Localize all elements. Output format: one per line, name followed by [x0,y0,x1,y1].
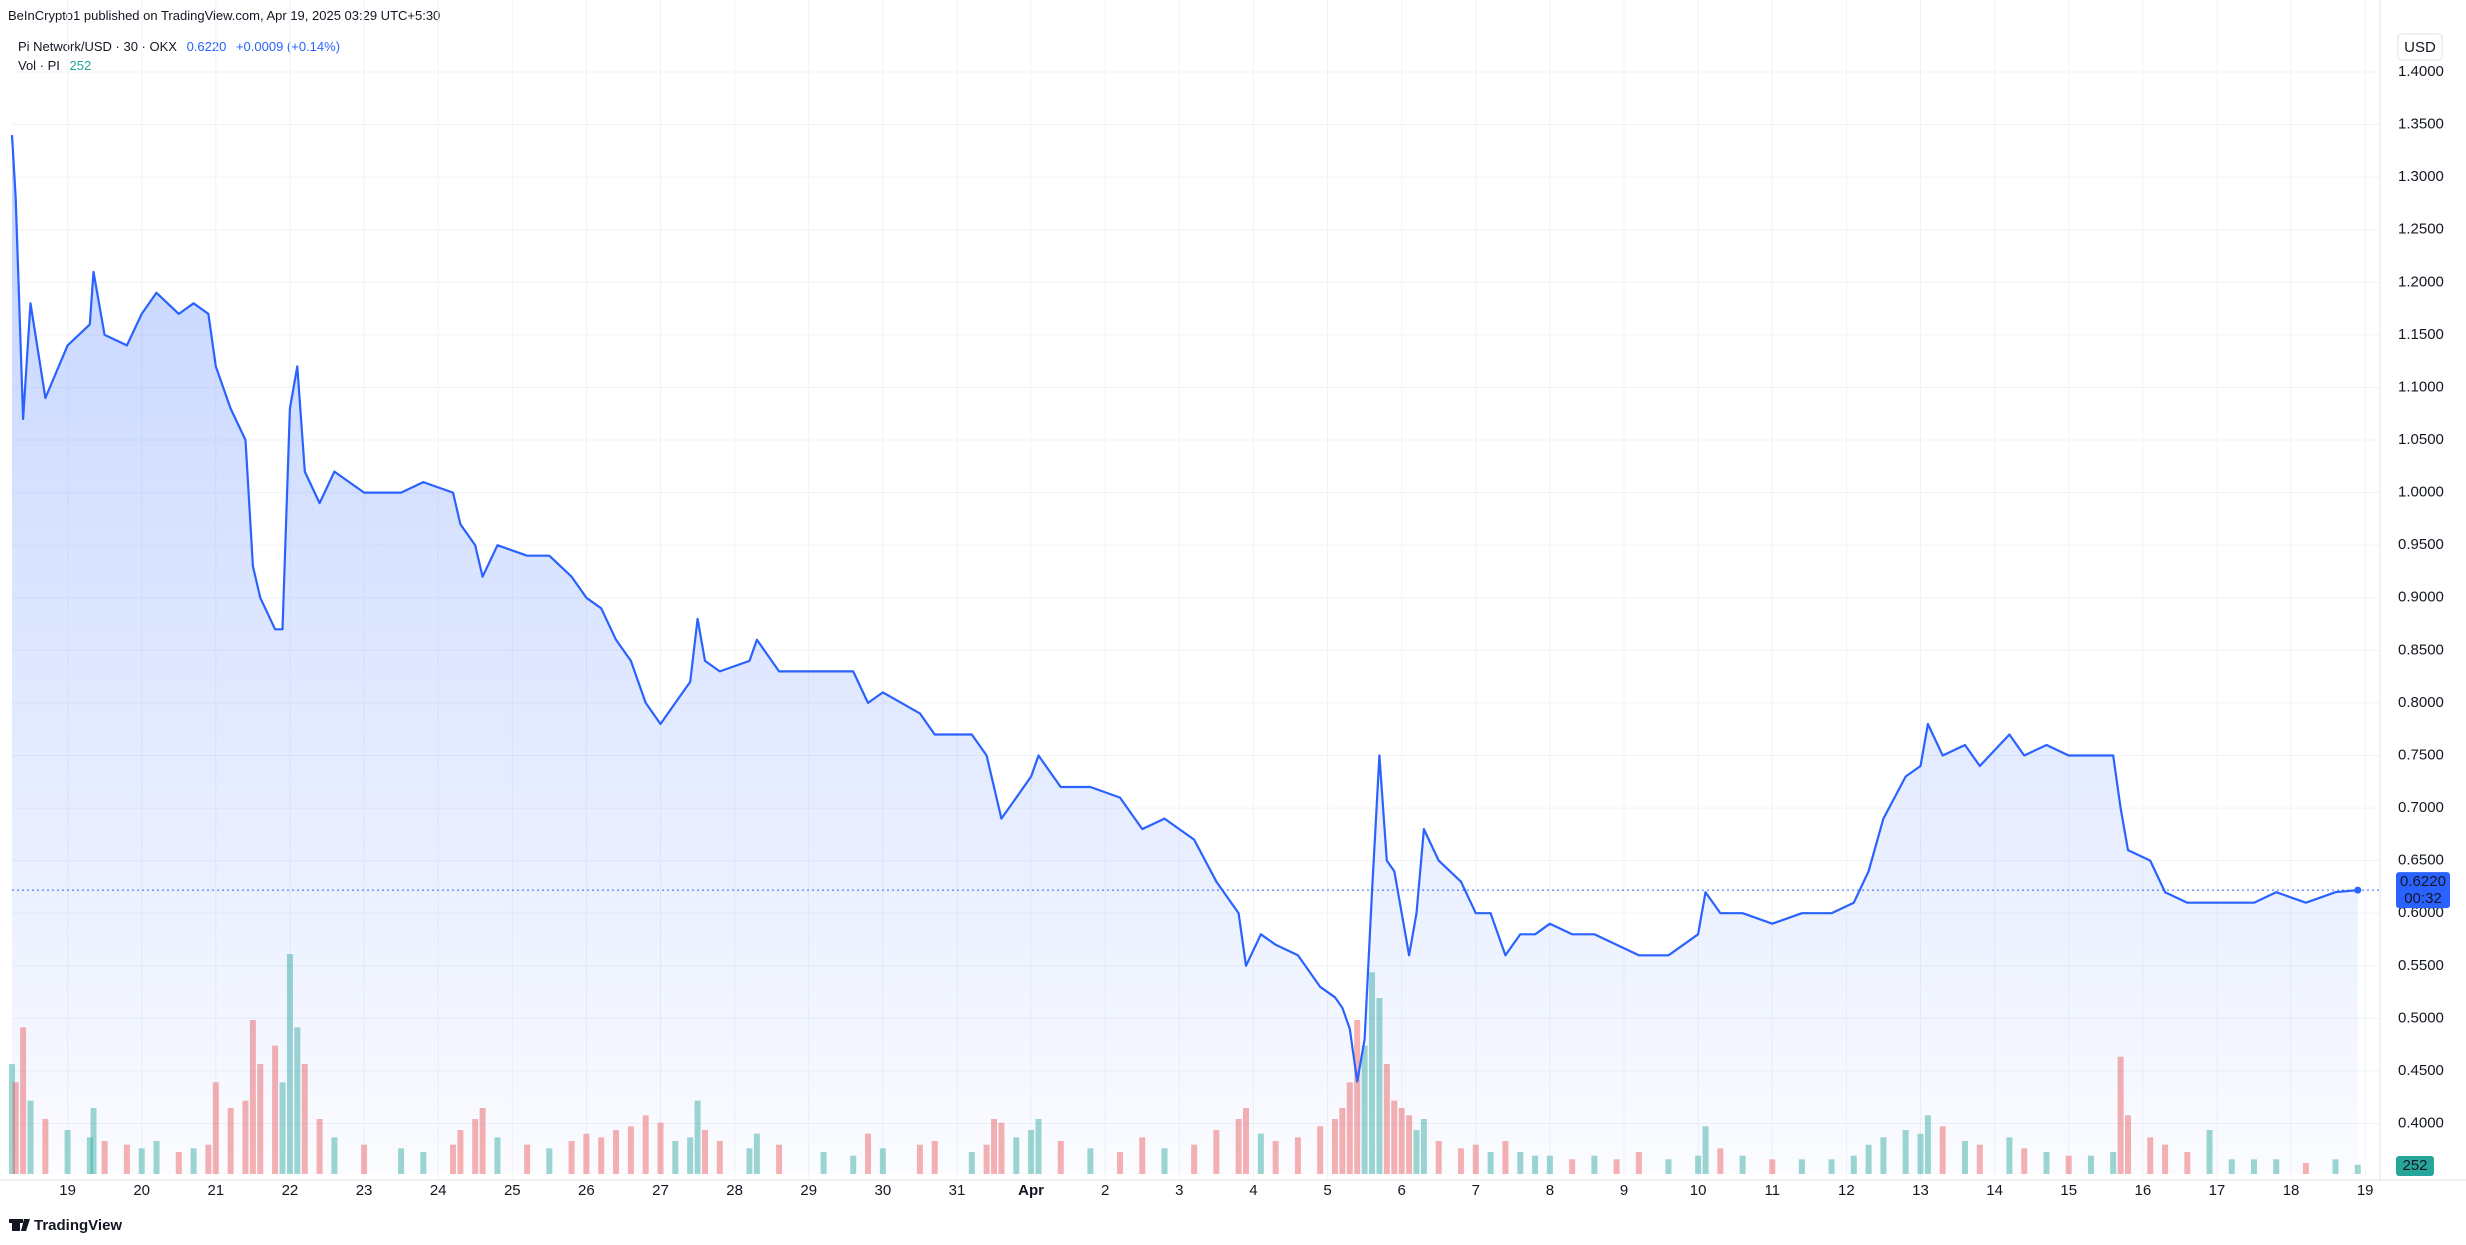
price-area [12,135,2358,1175]
y-tick-label: 1.0500 [2398,431,2444,448]
y-tick-label: 1.3000 [2398,168,2444,185]
x-tick-label: 4 [1249,1182,1257,1199]
x-tick-label: 30 [875,1182,892,1199]
currency-box[interactable] [2397,33,2443,61]
x-tick-label: 24 [430,1182,447,1199]
y-tick-label: 1.1500 [2398,326,2444,343]
x-tick-label: 20 [133,1182,150,1199]
x-tick-label: 13 [1912,1182,1929,1199]
x-tick-label: 5 [1323,1182,1331,1199]
y-tick-label: 0.9500 [2398,536,2444,553]
y-tick-label: 0.8500 [2398,641,2444,658]
x-tick-label: 7 [1472,1182,1480,1199]
publisher: BeInCrypto1 published on TradingView.com… [8,8,441,23]
last-point [2354,886,2362,894]
y-tick-label: 1.2000 [2398,273,2444,290]
volume-name: Vol · PI [18,58,60,73]
volume-tag-label: 252 [2402,1157,2427,1174]
symbol: Pi Network/USD · 30 · OKX [18,39,177,54]
x-tick-label: 29 [800,1182,817,1199]
volume-last: 252 [69,58,92,73]
y-tick-label: 0.5000 [2398,1009,2444,1026]
x-tick-label: 3 [1175,1182,1183,1199]
x-tick-label: 25 [504,1182,521,1199]
x-tick-label: 9 [1620,1182,1628,1199]
y-tick-label: 0.9000 [2398,589,2444,606]
x-tick-label: 28 [726,1182,743,1199]
x-tick-label: 18 [2283,1182,2300,1199]
y-tick-label: 1.4000 [2398,63,2444,80]
price-line [10,135,2358,1083]
y-tick-label: 1.2500 [2398,221,2444,238]
x-tick-label: 21 [207,1182,224,1199]
x-tick-label: 6 [1397,1182,1405,1199]
y-tick-label: 1.0000 [2398,484,2444,501]
x-tick-label: 12 [1838,1182,1855,1199]
countdown: 00:32 [2404,890,2442,907]
x-tick-label: 16 [2134,1182,2151,1199]
x-tick-label: 27 [652,1182,669,1199]
x-tick-label: 17 [2209,1182,2226,1199]
volume-line: Vol · PI 252 [18,58,91,73]
x-tick-label: 11 [1764,1182,1780,1199]
x-tick-label: Apr [1018,1182,1044,1199]
y-tick-label: 0.8000 [2398,694,2444,711]
y-tick-label: 0.7500 [2398,746,2444,763]
y-tick-label: 0.7000 [2398,799,2444,816]
x-tick-label: 22 [282,1182,299,1199]
y-tick-label: 0.4500 [2398,1062,2444,1079]
price-tag [2396,872,2450,909]
y-tick-label: 1.1000 [2398,378,2444,395]
symbol-line: Pi Network/USD · 30 · OKX 0.6220 +0.0009… [18,39,340,54]
currency: USD [2404,39,2436,56]
y-tick-label: 1.3500 [2398,116,2444,133]
logo [9,1219,30,1231]
y-tick-label: 0.4000 [2398,1114,2444,1131]
x-tick-label: 26 [578,1182,595,1199]
y-tick-label: 0.6500 [2398,852,2444,869]
last-price: 0.6220 [186,39,227,54]
x-tick-label: 10 [1690,1182,1707,1199]
x-tick-label: 19 [59,1182,76,1199]
x-tick-label: 2 [1101,1182,1109,1199]
x-tick-label: 23 [356,1182,373,1199]
x-tick-label: 31 [949,1182,966,1199]
x-tick-label: 19 [2357,1182,2374,1199]
price-change: +0.0009 (+0.14%) [235,39,341,54]
y-tick-label: 0.6000 [2398,904,2444,921]
y-tick-label: 0.5500 [2398,957,2444,974]
brand: TradingView [34,1217,122,1234]
x-tick-label: 15 [2060,1182,2077,1199]
x-tick-label: 8 [1546,1182,1554,1199]
price-tag-label: 0.6220 [2400,873,2446,890]
volume-tag [2396,1156,2434,1176]
x-tick-label: 14 [1986,1182,2003,1199]
